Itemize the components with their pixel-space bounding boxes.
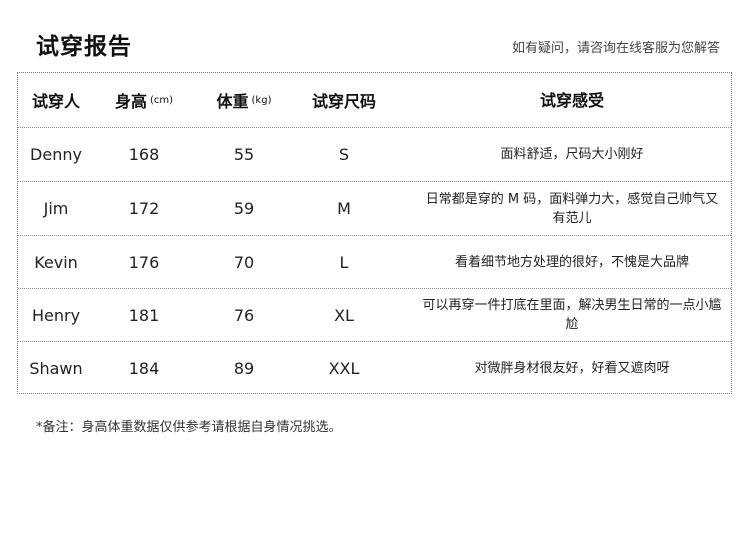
- cell-size: M: [337, 199, 351, 218]
- cell-size: XXL: [328, 359, 360, 378]
- cell-name: Jim: [43, 199, 69, 218]
- customer-service-hint: 如有疑问，请咨询在线客服为您解答: [511, 41, 720, 56]
- cell-size: L: [339, 252, 349, 272]
- cell-feedback: 可以再穿一件打底在里面，解决男生日常的一点小尴尬: [422, 298, 722, 332]
- header-tester: 试穿人: [18, 73, 94, 127]
- header-label: 试穿尺码: [311, 92, 376, 111]
- cell-feedback: 日常都是穿的 M 码，面料弹力大，感觉自己帅气又有范儿: [425, 191, 719, 226]
- cell-weight: 76: [233, 305, 255, 325]
- table-row: Denny 168 55 S 面料舒适，尺码大小刚好: [18, 128, 731, 182]
- cell-feedback: 对微胖身材很友好，好看又遮肉呀: [474, 361, 670, 376]
- header-unit: (cm): [149, 94, 174, 106]
- cell-weight: 55: [233, 145, 255, 164]
- cell-size: XL: [334, 305, 354, 325]
- cell-name: Henry: [31, 305, 81, 325]
- header-height: 身高 (cm): [104, 73, 184, 127]
- cell-height: 184: [128, 359, 160, 378]
- cell-feedback: 面料舒适，尺码大小刚好: [500, 147, 644, 162]
- cell-feedback: 看着细节地方处理的很好，不愧是大品牌: [454, 254, 689, 270]
- header-label: 试穿感受: [539, 90, 604, 110]
- cell-weight: 89: [233, 359, 255, 378]
- table-row: Henry 181 76 XL 可以再穿一件打底在里面，解决男生日常的一点小尴尬: [18, 289, 731, 342]
- cell-name: Shawn: [29, 359, 83, 378]
- cell-weight: 70: [233, 252, 255, 272]
- table-row: Shawn 184 89 XXL 对微胖身材很友好，好看又遮肉呀: [18, 342, 731, 395]
- cell-height: 176: [128, 252, 160, 272]
- header-weight: 体重 (kg): [204, 73, 284, 127]
- cell-name: Kevin: [34, 252, 78, 272]
- header-label: 身高: [114, 92, 147, 111]
- header-unit: (kg): [251, 94, 272, 106]
- cell-height: 172: [128, 199, 160, 218]
- cell-height: 168: [128, 145, 160, 164]
- cell-size: S: [338, 145, 350, 164]
- table-row: Jim 172 59 M 日常都是穿的 M 码，面料弹力大，感觉自己帅气又有范儿: [18, 182, 731, 236]
- header-feedback: 试穿感受: [414, 73, 730, 127]
- header-size: 试穿尺码: [304, 73, 384, 127]
- table-row: Kevin 176 70 L 看着细节地方处理的很好，不愧是大品牌: [18, 236, 731, 289]
- cell-name: Denny: [30, 145, 82, 164]
- header-label: 体重: [216, 92, 249, 111]
- footnote: *备注：身高体重数据仅供参考请根据自身情况挑选。: [36, 420, 342, 435]
- fitting-report-table: 试穿人 身高 (cm) 体重 (kg) 试穿尺码 试穿感受 Denny 168 55 S 面…: [17, 72, 732, 394]
- table-header: 试穿人 身高 (cm) 体重 (kg) 试穿尺码 试穿感受: [18, 73, 731, 128]
- cell-height: 181: [128, 305, 160, 325]
- header-label: 试穿人: [31, 92, 80, 111]
- cell-weight: 59: [233, 199, 255, 218]
- page-title: 试穿报告: [36, 34, 132, 60]
